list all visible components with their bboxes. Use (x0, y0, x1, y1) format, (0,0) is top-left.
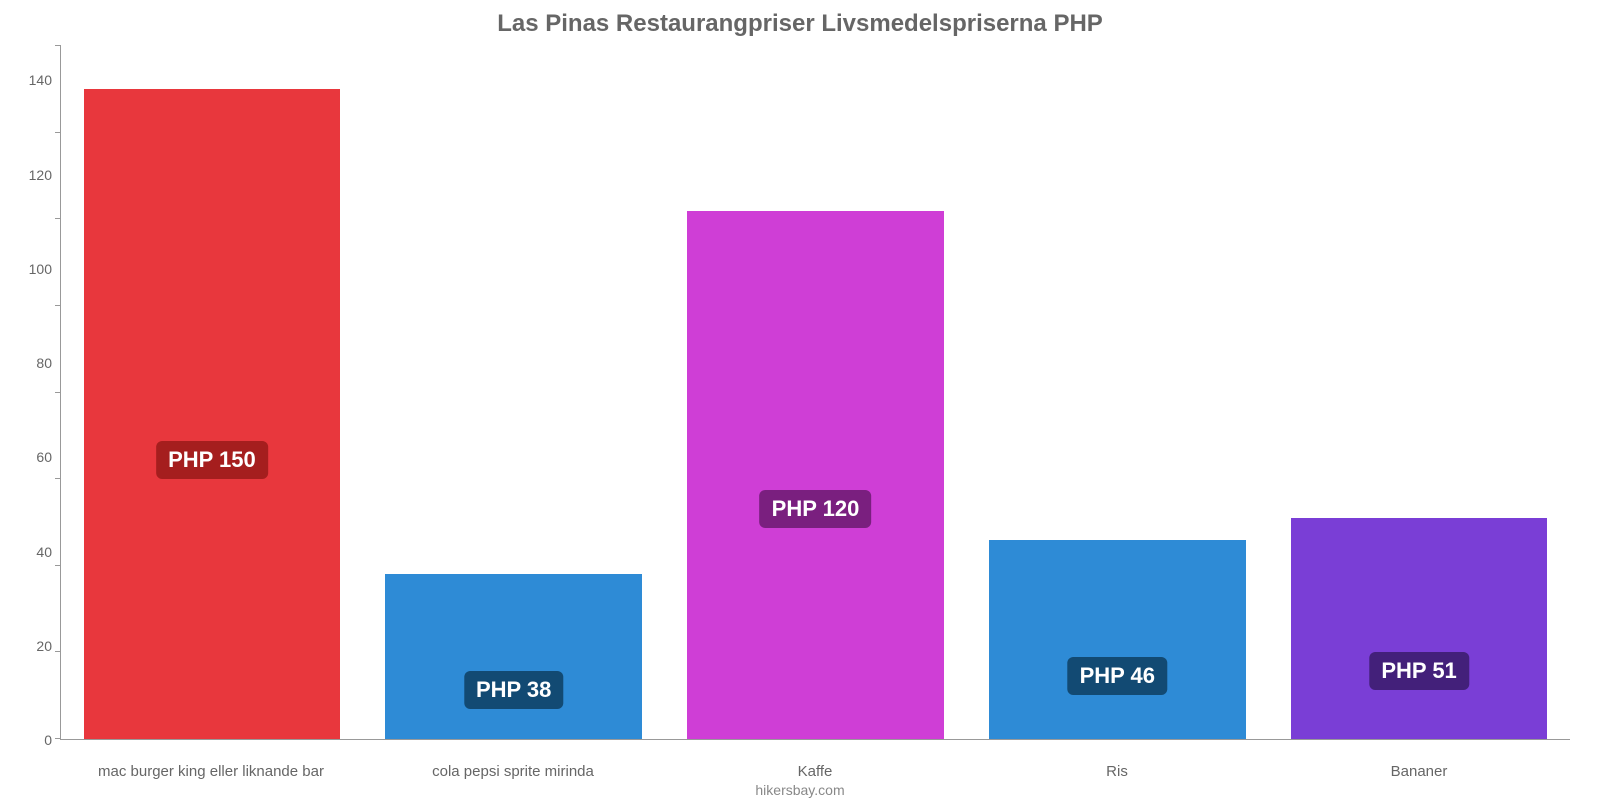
y-tick-label: 20 (36, 638, 52, 654)
chart-title: Las Pinas Restaurangpriser Livsmedelspri… (0, 10, 1600, 38)
bar-value-label: PHP 150 (156, 441, 268, 479)
bar-slot: PHP 120 (665, 46, 967, 739)
x-axis-label: mac burger king eller liknande bar (60, 763, 362, 780)
bar: PHP 120 (687, 211, 944, 739)
y-tick-label: 140 (29, 72, 52, 88)
y-axis: 020406080100120140160 (0, 46, 60, 800)
bar: PHP 150 (84, 89, 341, 739)
y-tick-label: 80 (36, 355, 52, 371)
bar-slot: PHP 38 (363, 46, 665, 739)
bar-value-label: PHP 120 (760, 490, 872, 528)
chart-body: 020406080100120140160 PHP 150PHP 38PHP 1… (0, 46, 1600, 800)
x-axis-labels: mac burger king eller liknande barcola p… (60, 763, 1570, 780)
bar-value-label: PHP 46 (1068, 657, 1167, 695)
y-tick-label: 60 (36, 449, 52, 465)
y-tick-label: 40 (36, 544, 52, 560)
bar-value-label: PHP 51 (1369, 652, 1468, 690)
bar: PHP 38 (385, 574, 642, 739)
bar-slot: PHP 46 (966, 46, 1268, 739)
y-tick-label: 120 (29, 167, 52, 183)
bars-container: PHP 150 PHP 38 PHP 120 PHP 46 PHP 51 (61, 46, 1570, 739)
chart-container: Las Pinas Restaurangpriser Livsmedelspri… (0, 0, 1600, 800)
y-tick-label: 100 (29, 261, 52, 277)
x-axis-label: Kaffe (664, 763, 966, 780)
y-tick-label: 0 (44, 732, 52, 748)
bar: PHP 51 (1291, 518, 1548, 739)
bar: PHP 46 (989, 540, 1246, 739)
x-axis-label: Bananer (1268, 763, 1570, 780)
bar-value-label: PHP 38 (464, 671, 563, 709)
plot-area: PHP 150 PHP 38 PHP 120 PHP 46 PHP 51 (60, 46, 1570, 740)
x-axis-label: cola pepsi sprite mirinda (362, 763, 664, 780)
footer-credit: hikersbay.com (0, 782, 1600, 798)
x-axis-label: Ris (966, 763, 1268, 780)
bar-slot: PHP 150 (61, 46, 363, 739)
bar-slot: PHP 51 (1268, 46, 1570, 739)
